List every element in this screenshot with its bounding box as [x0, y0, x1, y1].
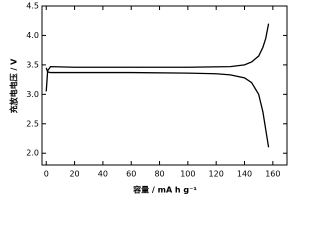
page: {"chart_data": {"type": "line", "x_label… — [8, 1, 288, 195]
y-tick-label: 4.5 — [26, 2, 39, 11]
plot-frame — [41, 5, 288, 166]
x-tick-label: 120 — [209, 170, 224, 179]
x-axis-label: 容量 / mA h g⁻¹ — [132, 185, 197, 195]
x-tick-label: 80 — [154, 170, 164, 179]
x-tick-label: 20 — [69, 170, 79, 179]
y-tick-label: 4.0 — [26, 31, 39, 40]
x-tick-label: 160 — [265, 170, 280, 179]
x-tick-label: 60 — [126, 170, 136, 179]
y-tick-label: 3.0 — [26, 90, 39, 99]
chart: 容量 / mA h g⁻¹ 充放电电压 / V 0 20 40 60 80 100 120 1… — [9, 2, 288, 195]
y-tick-label: 2.0 — [26, 149, 39, 158]
data-line — [45, 23, 270, 92]
y-axis-label: 充放电电压 / V — [9, 58, 19, 113]
data-line — [45, 67, 270, 148]
x-tick-label: 140 — [237, 170, 252, 179]
y-tick-label: 3.5 — [26, 60, 39, 69]
x-tick-label: 100 — [180, 170, 195, 179]
x-tick-label: 0 — [44, 170, 49, 179]
y-tick-label: 2.5 — [26, 119, 39, 128]
x-tick-label: 40 — [98, 170, 108, 179]
